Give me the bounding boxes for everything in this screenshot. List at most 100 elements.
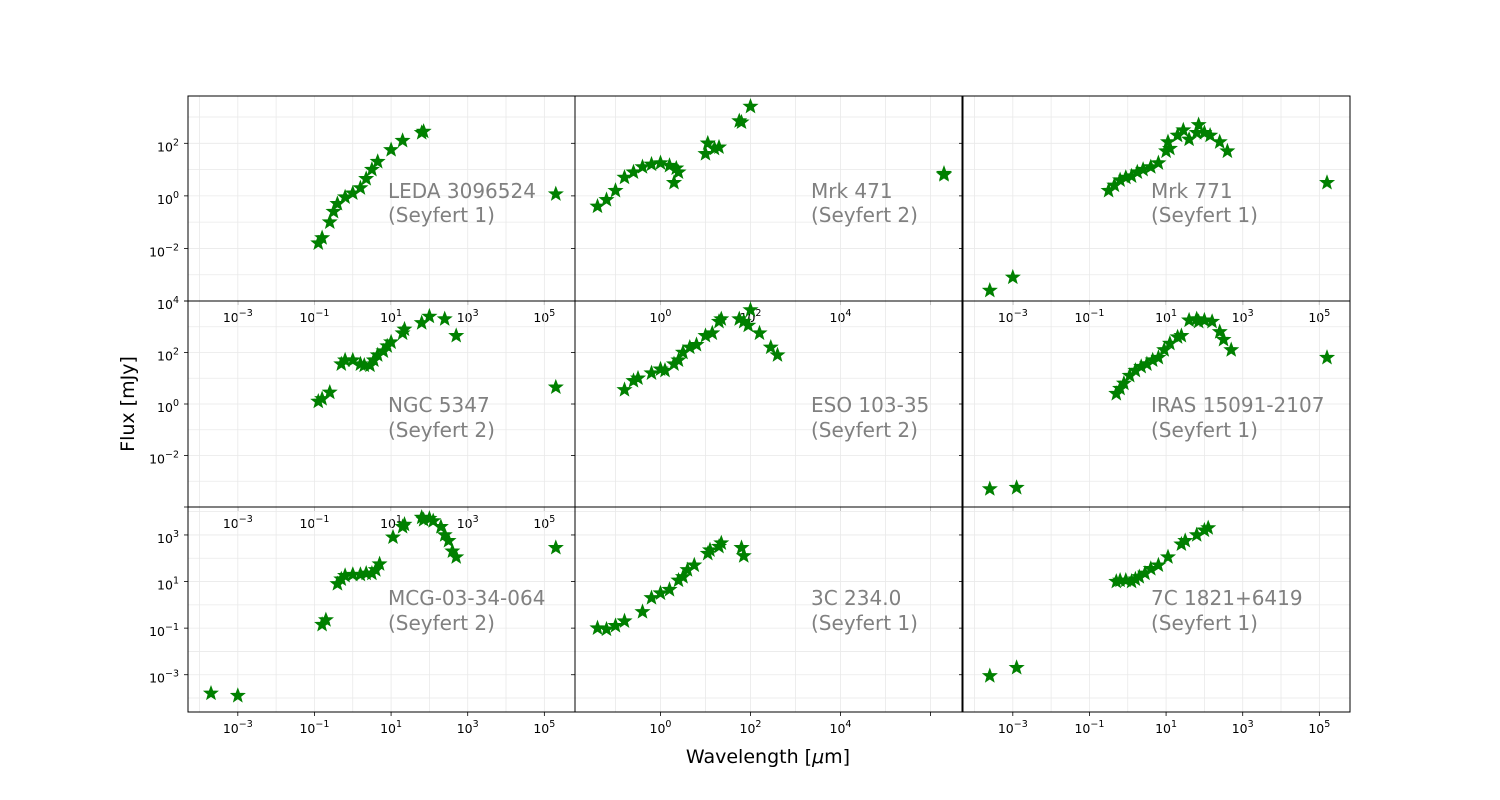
data-point	[935, 165, 953, 181]
data-point	[625, 163, 642, 180]
x-tick-label: 10−1	[299, 308, 329, 325]
x-tick-label: 101	[380, 719, 402, 736]
data-point	[436, 310, 453, 326]
data-point	[1219, 142, 1236, 159]
x-tick-label: 10−1	[299, 514, 329, 531]
data-point	[1150, 154, 1167, 170]
data-point	[981, 667, 998, 683]
data-point	[634, 603, 651, 619]
data-point	[371, 555, 388, 571]
data-point	[1202, 126, 1219, 143]
data-point	[701, 541, 719, 557]
data-point	[1150, 349, 1167, 365]
y-tick-label: 102	[157, 347, 179, 364]
x-tick-label: 103	[457, 514, 479, 531]
data-point	[769, 346, 786, 362]
data-point	[321, 213, 338, 229]
source-name: LEDA 3096524	[388, 179, 536, 203]
x-tick-label: 10−3	[223, 514, 253, 531]
data-point	[762, 338, 779, 355]
data-point	[321, 383, 338, 400]
data-point	[607, 182, 624, 198]
data-point	[652, 154, 669, 170]
data-point	[325, 203, 342, 219]
x-tick-label: 103	[1232, 719, 1254, 736]
panel-row1-col1: 10−3 10−1 101 103 105 10−2 100 102 LEDA 3096524(…	[149, 95, 576, 325]
data-point	[661, 581, 678, 597]
data-point	[742, 301, 759, 317]
source-type: (Seyfert 2)	[811, 203, 918, 227]
data-point	[1173, 327, 1190, 343]
x-tick-label: 104	[830, 308, 852, 325]
x-tick-label: 105	[1308, 719, 1330, 736]
y-tick-label: 100	[157, 190, 179, 207]
data-point	[981, 282, 998, 298]
x-tick-label: 10−3	[223, 308, 253, 325]
data-point	[616, 169, 633, 185]
data-point	[448, 327, 465, 343]
source-type: (Seyfert 2)	[388, 611, 495, 635]
data-point	[344, 351, 361, 368]
data-point	[598, 620, 615, 637]
data-point	[589, 619, 606, 635]
data-point	[713, 534, 730, 551]
x-tick-label: 101	[1155, 308, 1177, 325]
data-point	[547, 539, 564, 555]
panel-row2-col2: ESO 103-35(Seyfert 2)	[571, 300, 963, 511]
data-point	[735, 547, 752, 563]
source-name: 7C 1821+6419	[1151, 586, 1303, 610]
x-tick-label: 104	[830, 719, 852, 736]
data-point	[202, 684, 219, 701]
data-point	[1196, 311, 1213, 328]
data-point	[1204, 313, 1221, 329]
y-tick-label: 100	[157, 398, 179, 415]
y-axis-label: Flux [mJy]	[117, 356, 139, 452]
data-point	[1223, 341, 1240, 357]
data-point	[317, 611, 334, 627]
panel-frame	[574, 506, 963, 713]
data-point	[1319, 174, 1336, 190]
data-point	[733, 113, 750, 130]
source-name: MCG-03-34-064	[388, 586, 545, 610]
data-point	[629, 369, 647, 386]
data-point	[1161, 140, 1178, 156]
y-tick-label: 102	[157, 137, 179, 154]
source-type: (Seyfert 2)	[811, 418, 918, 442]
source-name: Mrk 771	[1151, 179, 1233, 203]
source-type: (Seyfert 1)	[811, 611, 918, 635]
x-tick-label: 101	[380, 308, 402, 325]
data-point	[704, 324, 721, 341]
panel-row3-col2: 100 102 104 3C 234.0(Seyfert 1)	[571, 506, 963, 736]
x-tick-label: 103	[1232, 308, 1254, 325]
x-tick-label: 103	[457, 719, 479, 736]
panel-row2-col3: IRAS 15091-2107(Seyfert 1)	[959, 300, 1351, 511]
data-point	[733, 539, 750, 555]
panel-row1-col3: 10−3 10−1 101 103 105 Mrk 771(Seyfert 1)	[959, 95, 1351, 325]
x-axis-label: Wavelength [μm]	[686, 746, 850, 768]
x-tick-label: 101	[1155, 719, 1177, 736]
data-point	[1008, 479, 1025, 495]
x-tick-label: 101	[380, 514, 402, 531]
data-point	[369, 153, 386, 169]
data-point	[394, 132, 411, 148]
data-point	[448, 548, 465, 564]
x-tick-label: 100	[650, 308, 672, 325]
x-tick-label: 105	[533, 514, 555, 531]
source-name: IRAS 15091-2107	[1151, 393, 1324, 417]
x-tick-label: 103	[457, 308, 479, 325]
x-tick-label: 105	[1308, 308, 1330, 325]
y-tick-label: 10−1	[149, 622, 179, 639]
data-point	[751, 324, 768, 341]
data-point	[1319, 349, 1336, 365]
x-tick-label: 10−3	[223, 719, 253, 736]
data-point	[421, 307, 438, 324]
data-point	[1190, 116, 1207, 132]
data-point	[670, 351, 687, 368]
data-point	[383, 141, 400, 157]
data-point	[1200, 519, 1217, 535]
data-point	[352, 179, 369, 195]
data-point	[1115, 374, 1132, 391]
